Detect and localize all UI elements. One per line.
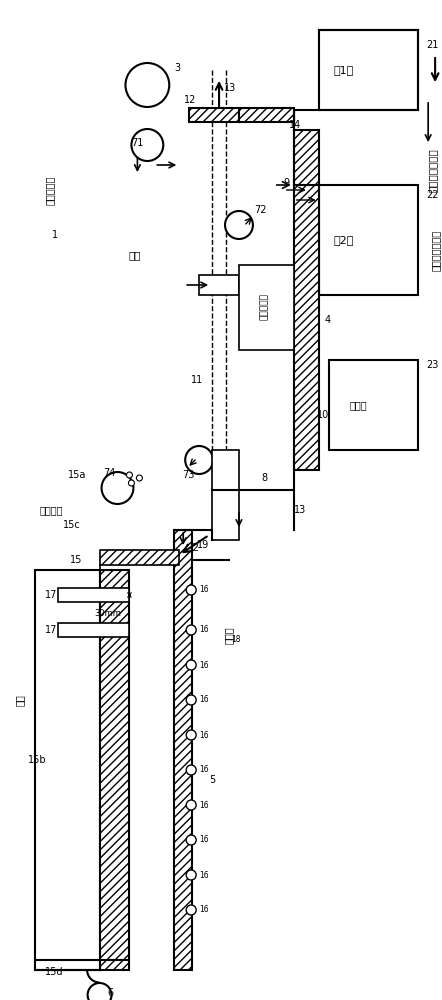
Text: 73: 73: [182, 470, 194, 480]
Bar: [99, 570, 130, 970]
Text: 15b: 15b: [28, 755, 46, 765]
Circle shape: [126, 63, 169, 107]
Circle shape: [131, 129, 163, 161]
Text: 15d: 15d: [45, 967, 63, 977]
Text: 无纵布输送方向: 无纵布输送方向: [431, 229, 441, 271]
Text: 16: 16: [199, 696, 209, 704]
Text: 确板: 确板: [15, 694, 25, 706]
Text: 16: 16: [199, 585, 209, 594]
Text: 16: 16: [199, 730, 209, 740]
Text: 15: 15: [70, 555, 82, 565]
Circle shape: [186, 800, 196, 810]
Circle shape: [186, 660, 196, 670]
Text: 支撑台: 支撑台: [224, 626, 234, 644]
Text: 16: 16: [199, 660, 209, 670]
Text: 15a: 15a: [68, 470, 86, 480]
Text: 16: 16: [199, 836, 209, 844]
Circle shape: [225, 211, 253, 239]
Circle shape: [186, 625, 196, 635]
Text: 6: 6: [107, 988, 114, 998]
Text: 16: 16: [199, 870, 209, 880]
Circle shape: [137, 475, 142, 481]
Bar: [239, 265, 294, 350]
Circle shape: [186, 870, 196, 880]
Circle shape: [126, 472, 133, 478]
Text: 10: 10: [316, 410, 329, 420]
Text: 23: 23: [426, 360, 438, 370]
Text: 11: 11: [191, 375, 203, 385]
Text: 2: 2: [191, 543, 198, 553]
Text: 悬浮液流动: 悬浮液流动: [45, 175, 55, 205]
Text: 嘴头: 嘴头: [128, 250, 141, 260]
Text: 5: 5: [209, 775, 215, 785]
Bar: [58, 588, 130, 602]
Text: 17: 17: [45, 625, 57, 635]
Text: 71: 71: [131, 138, 144, 148]
Text: 30mm: 30mm: [94, 609, 121, 618]
Text: 16: 16: [199, 800, 209, 810]
Bar: [189, 108, 294, 122]
Bar: [58, 623, 130, 637]
Text: 1: 1: [52, 230, 58, 240]
Text: 19: 19: [197, 540, 210, 550]
Circle shape: [186, 730, 196, 740]
Text: 超声波振子: 超声波振子: [259, 294, 268, 320]
Text: 22: 22: [426, 190, 438, 200]
Text: 亚克力板: 亚克力板: [40, 505, 63, 515]
Text: 18: 18: [231, 636, 240, 645]
Circle shape: [186, 585, 196, 595]
Text: 16: 16: [199, 906, 209, 914]
Text: 17: 17: [45, 590, 57, 600]
Text: 8: 8: [262, 473, 268, 483]
Text: 15c: 15c: [63, 520, 80, 530]
Bar: [35, 570, 99, 970]
Bar: [199, 275, 239, 295]
Text: 12: 12: [184, 95, 197, 105]
Circle shape: [186, 835, 196, 845]
Text: 72: 72: [254, 205, 267, 215]
Circle shape: [102, 472, 133, 504]
Text: 13: 13: [294, 505, 306, 515]
Text: 冷却器: 冷却器: [350, 400, 367, 410]
Bar: [212, 450, 239, 540]
Text: 13: 13: [224, 83, 236, 93]
Text: 无纵布输送方向: 无纵布输送方向: [428, 148, 438, 192]
Circle shape: [186, 905, 196, 915]
Text: 14: 14: [289, 120, 301, 130]
Text: 9: 9: [284, 178, 290, 188]
Text: 第2泵: 第2泵: [333, 235, 354, 245]
Text: 3: 3: [174, 63, 180, 73]
Text: 74: 74: [103, 468, 116, 478]
Circle shape: [88, 983, 111, 1000]
Circle shape: [186, 765, 196, 775]
Circle shape: [186, 695, 196, 705]
Bar: [99, 550, 179, 565]
Text: 第1泵: 第1泵: [333, 65, 354, 75]
Bar: [328, 360, 418, 450]
Text: 21: 21: [426, 40, 438, 50]
Bar: [174, 530, 192, 970]
Bar: [319, 185, 418, 295]
Bar: [294, 130, 319, 470]
Text: 16: 16: [199, 626, 209, 635]
Circle shape: [129, 480, 134, 486]
Text: 16: 16: [199, 766, 209, 774]
Bar: [319, 30, 418, 110]
Circle shape: [185, 446, 213, 474]
Text: 4: 4: [324, 315, 331, 325]
